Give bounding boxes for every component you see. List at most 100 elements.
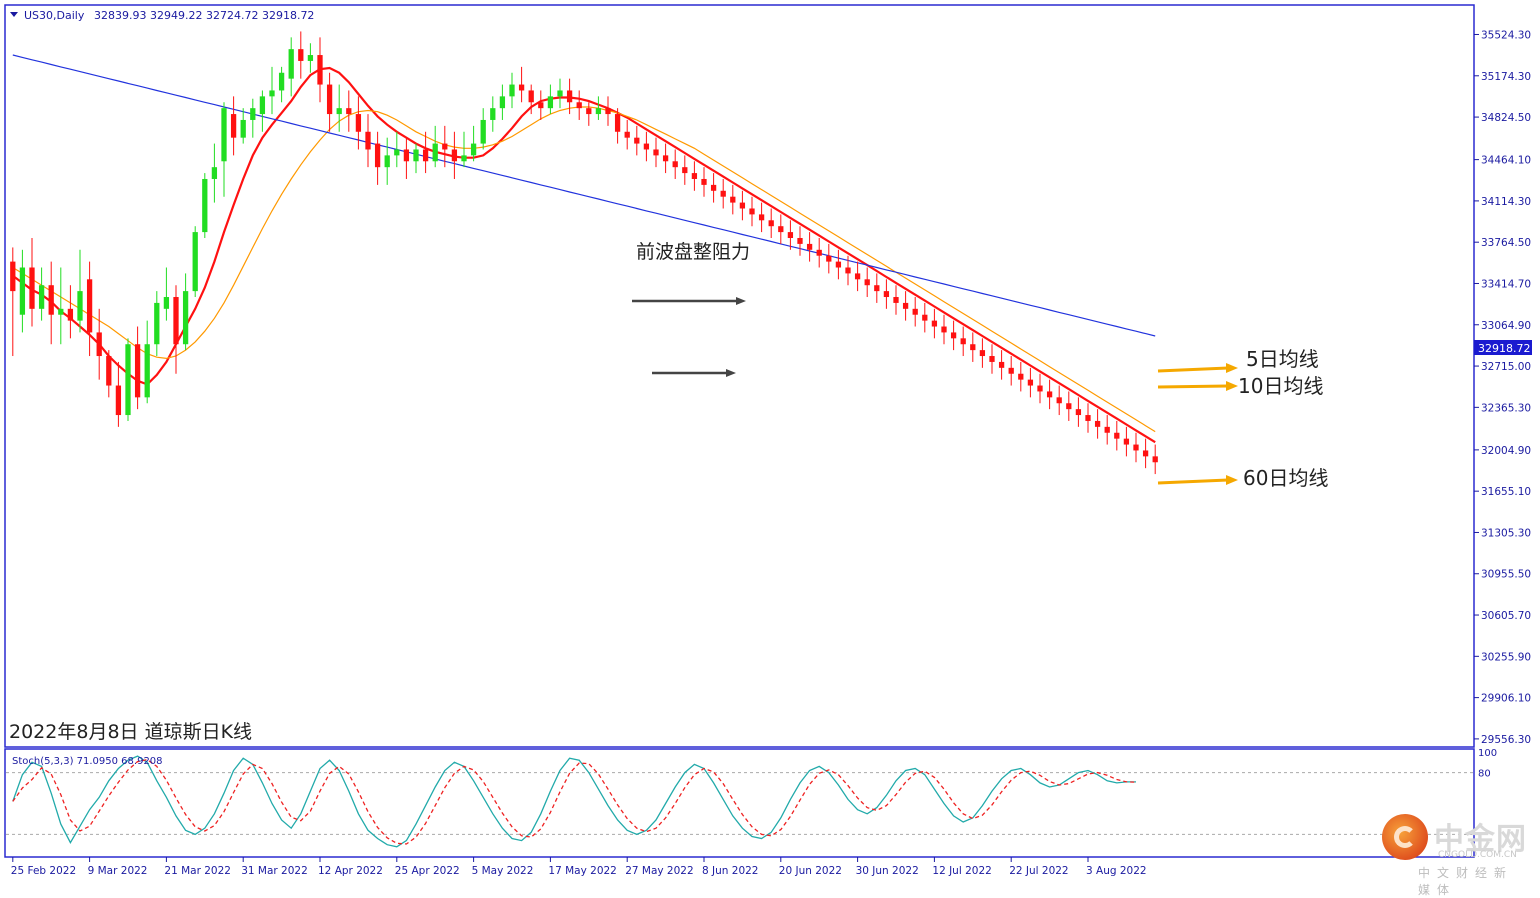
candle-down	[922, 314, 928, 321]
candle-down	[672, 161, 678, 168]
y-tick-label: 33414.70	[1481, 278, 1531, 290]
ma60-arrow	[1157, 478, 1229, 485]
candle-down	[134, 344, 141, 398]
candle-down	[845, 267, 851, 274]
candle-up	[19, 267, 26, 315]
stoch-signal-line	[12, 758, 1137, 845]
candle-down	[365, 131, 371, 150]
x-tick-label: 5 May 2022	[472, 865, 534, 877]
candle-down	[816, 249, 822, 256]
candle-down	[566, 90, 573, 103]
candle-down	[749, 208, 755, 215]
candle-down	[29, 267, 35, 309]
candle-down	[403, 149, 410, 162]
candle-up	[557, 90, 563, 97]
candle-down	[518, 84, 525, 91]
x-tick-label: 30 Jun 2022	[856, 865, 919, 877]
candle-down	[874, 285, 880, 292]
x-tick-label: 25 Feb 2022	[11, 865, 76, 877]
candle-down	[538, 102, 544, 109]
stoch-level-label: 100	[1478, 748, 1497, 759]
y-tick-label: 34824.50	[1481, 112, 1531, 124]
candle-down	[691, 173, 698, 179]
candle-down	[346, 108, 352, 115]
watermark-url: CNGOLD.COM.CN	[1438, 850, 1517, 860]
candle-down	[710, 184, 717, 191]
x-axis: 25 Feb 2022 9 Mar 2022 21 Mar 2022 31 Mar 2…	[11, 857, 1147, 877]
x-tick-label: 17 May 2022	[548, 865, 616, 877]
candle-down	[451, 149, 458, 162]
candle-up	[547, 96, 554, 109]
candle-down	[605, 108, 611, 115]
candle-down	[374, 143, 381, 168]
y-axis: 35524.30 35174.30 34824.50 34464.10 34114.30…	[1474, 29, 1531, 746]
candle-down	[970, 344, 976, 351]
stoch-lines: 100 80	[6, 748, 1497, 848]
candle-up	[394, 149, 400, 156]
candle-down	[662, 155, 669, 162]
stoch-panel-border	[4, 748, 1475, 858]
candle-down	[1018, 373, 1024, 380]
candle-down	[96, 332, 102, 357]
candle-down	[739, 202, 746, 209]
y-tick-label: 31655.10	[1481, 486, 1531, 498]
candle-up	[278, 72, 285, 91]
candle-down	[720, 190, 726, 197]
candle-down	[230, 114, 237, 138]
ma5-label: 5日均线	[1246, 347, 1319, 371]
candle-down	[614, 114, 621, 132]
y-tick-label: 33064.90	[1481, 320, 1531, 332]
resistance-annotation: 前波盘整阻力	[632, 241, 750, 377]
ma10-arrow	[1157, 384, 1229, 389]
candle-down	[1027, 379, 1034, 386]
candle-down	[787, 232, 794, 238]
candle-up	[202, 178, 208, 233]
current-price-tag: 32918.72	[1474, 340, 1532, 355]
candle-down	[797, 238, 803, 244]
ma5-arrow-head	[1226, 363, 1238, 373]
candle-down	[528, 90, 534, 103]
candle-up	[250, 108, 256, 120]
candle-up	[259, 96, 266, 115]
candle-down	[173, 297, 179, 345]
candle-down	[317, 55, 323, 85]
candle-up	[211, 167, 218, 179]
dropdown-triangle-icon[interactable]	[10, 12, 18, 17]
x-tick-label: 22 Jul 2022	[1009, 865, 1068, 877]
candle-down	[778, 226, 784, 233]
ma60-arrow-head	[1226, 475, 1238, 485]
y-tick-label: 35524.30	[1481, 29, 1531, 41]
candle-down	[998, 361, 1005, 368]
candle-down	[86, 279, 93, 333]
ma10-label: 10日均线	[1238, 374, 1323, 398]
ma-annotations: 5日均线 10日均线 60日均线	[1157, 347, 1328, 490]
candle-down	[106, 356, 112, 386]
candle-down	[1123, 438, 1130, 445]
candle-down	[1094, 420, 1101, 427]
candle-down	[730, 196, 736, 203]
candle-up	[432, 143, 438, 162]
y-tick-label: 31305.30	[1481, 527, 1531, 539]
candle-down	[979, 350, 986, 357]
candle-down	[326, 84, 333, 115]
candle-up	[384, 155, 390, 168]
y-tick-label: 30955.50	[1481, 569, 1531, 581]
price-tag-text: 32918.72	[1478, 342, 1531, 355]
candle-down	[1008, 367, 1014, 374]
resistance-arrow-upper-head	[736, 297, 746, 305]
y-tick-label: 33764.50	[1481, 237, 1531, 249]
candle-down	[1152, 456, 1158, 463]
y-tick-label: 34464.10	[1481, 155, 1531, 167]
y-tick-label: 34114.30	[1481, 196, 1531, 208]
candle-up	[413, 149, 419, 162]
candle-up	[509, 84, 515, 97]
candle-down	[806, 243, 813, 250]
candle-down	[355, 114, 362, 132]
candle-down	[1066, 403, 1072, 410]
stoch-label: Stoch(5,3,3) 71.0950 68.9208	[12, 756, 163, 767]
y-tick-label: 29906.10	[1481, 693, 1531, 705]
x-tick-label: 31 Mar 2022	[241, 865, 308, 877]
price-tag-box	[1474, 340, 1532, 355]
x-tick-label: 12 Apr 2022	[318, 865, 383, 877]
